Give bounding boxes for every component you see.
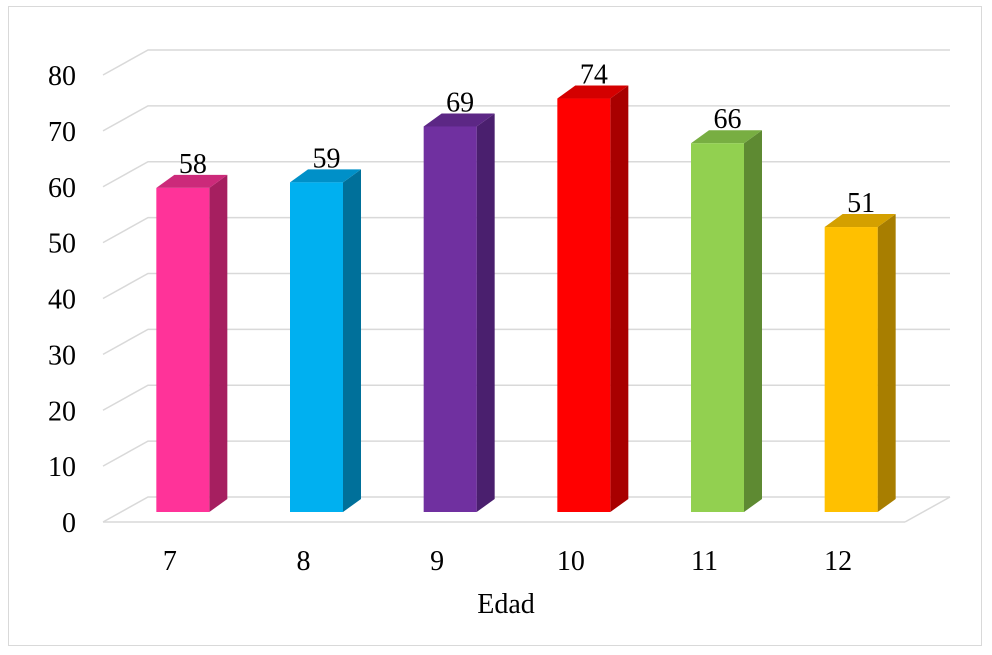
y-axis-ticks: 0 10 20 30 40 50 60 70 80 xyxy=(48,61,76,539)
bar-side xyxy=(343,169,361,512)
bar-12 xyxy=(824,214,896,512)
bar-top xyxy=(557,85,629,99)
bar-7 xyxy=(156,174,228,513)
x-axis-title: Edad xyxy=(477,589,535,620)
bar-front xyxy=(423,126,477,513)
y-tick-label: 60 xyxy=(48,173,76,204)
bar-front xyxy=(557,98,611,513)
gridline xyxy=(102,272,950,300)
x-tick-label: 7 xyxy=(163,546,177,577)
x-tick-label: 12 xyxy=(824,546,852,577)
bar-side xyxy=(476,113,495,513)
y-tick-label: 30 xyxy=(48,340,76,371)
x-axis-ticks: 7 8 9 10 11 12 xyxy=(163,546,852,577)
bar-top xyxy=(290,169,361,183)
bar-11 xyxy=(691,130,762,512)
bar-front xyxy=(290,182,343,512)
y-tick-label: 50 xyxy=(48,229,76,260)
gridline xyxy=(102,49,950,76)
x-tick-label: 8 xyxy=(297,546,311,577)
gridline xyxy=(102,328,950,356)
bar-side xyxy=(877,214,896,512)
bar-front xyxy=(824,227,878,512)
bar-10 xyxy=(557,85,629,513)
x-tick-label: 10 xyxy=(557,546,585,577)
data-label: 58 xyxy=(179,149,207,180)
bar-side xyxy=(744,130,762,512)
bar-9 xyxy=(423,113,495,513)
bar-top xyxy=(824,214,896,228)
data-label: 69 xyxy=(446,87,474,118)
floor-side-edge xyxy=(904,496,951,523)
bars xyxy=(156,85,896,513)
data-labels: 58 59 69 74 66 51 xyxy=(179,60,875,220)
bar-front xyxy=(691,143,744,512)
gridline xyxy=(102,384,950,411)
gridline xyxy=(102,105,950,132)
data-label: 74 xyxy=(580,60,608,91)
data-label: 59 xyxy=(313,143,341,174)
bar-8 xyxy=(290,169,361,512)
gridline xyxy=(102,496,950,523)
data-label: 51 xyxy=(847,188,875,219)
data-label: 66 xyxy=(714,104,742,135)
y-tick-label: 10 xyxy=(48,452,76,483)
gridline xyxy=(102,161,950,188)
bar-side xyxy=(209,174,228,513)
x-tick-label: 11 xyxy=(691,546,718,577)
bar-top xyxy=(691,130,762,144)
bar-top xyxy=(423,113,495,127)
y-tick-label: 80 xyxy=(48,61,76,92)
bar-side xyxy=(610,85,629,513)
y-tick-label: 40 xyxy=(48,285,76,316)
gridline xyxy=(102,440,950,467)
y-tick-label: 20 xyxy=(48,396,76,427)
y-tick-label: 70 xyxy=(48,117,76,148)
x-tick-label: 9 xyxy=(430,546,444,577)
gridlines xyxy=(102,49,951,523)
bar-top xyxy=(156,174,228,188)
y-tick-label: 0 xyxy=(62,508,76,539)
gridline xyxy=(102,216,950,244)
bar-front xyxy=(156,187,210,513)
